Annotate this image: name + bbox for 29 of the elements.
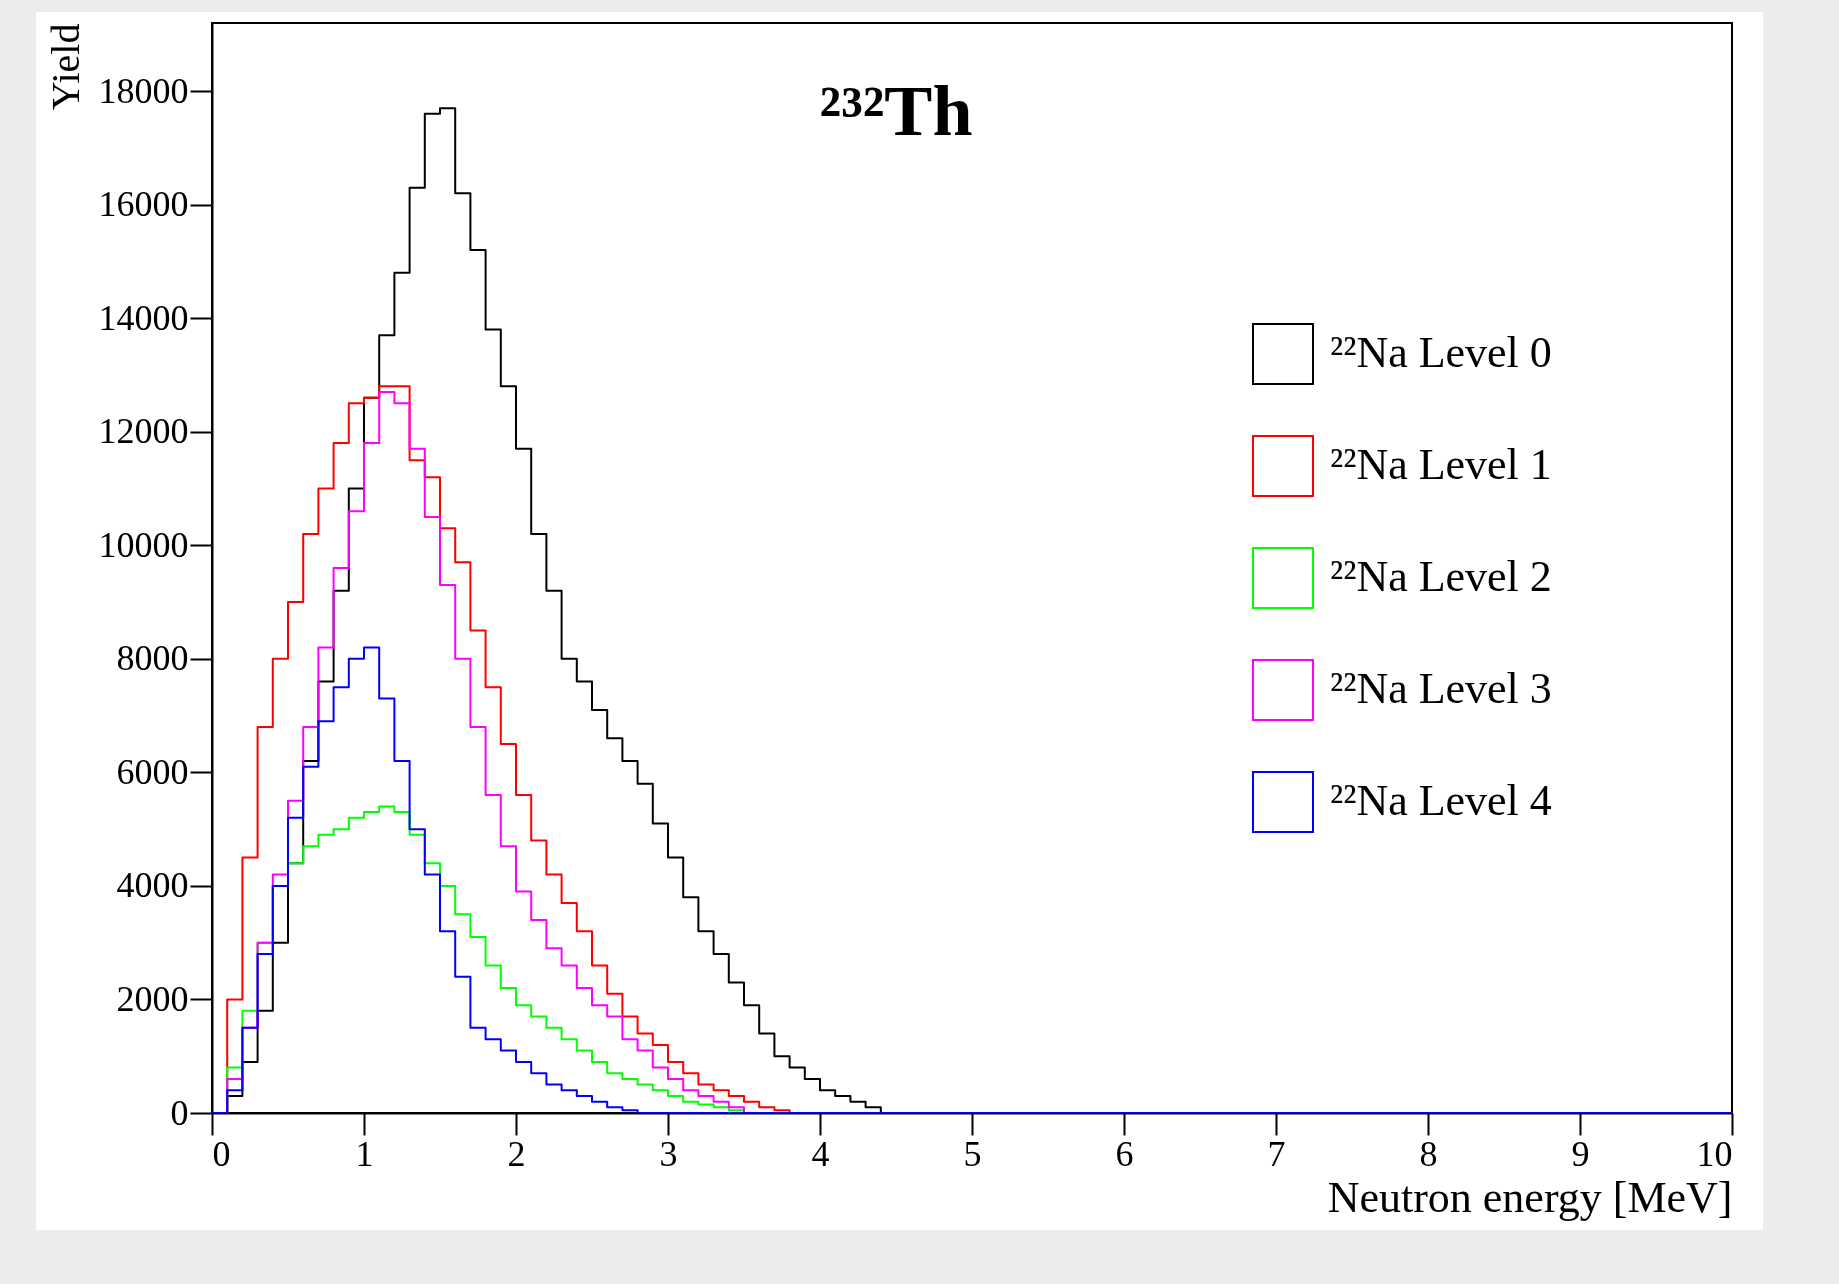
- x-tick-label: 7: [1267, 1133, 1286, 1174]
- x-tick-label: 10: [1696, 1133, 1733, 1174]
- x-tick-label: 5: [963, 1133, 982, 1174]
- x-tick-label: 3: [659, 1133, 678, 1174]
- x-tick-label: 0: [212, 1133, 231, 1174]
- legend-label: ²²Na Level 4: [1330, 776, 1552, 825]
- y-tick-label: 8000: [116, 638, 189, 679]
- legend-label: ²²Na Level 0: [1330, 328, 1552, 377]
- legend-label: ²²Na Level 1: [1330, 440, 1552, 489]
- y-tick-label: 4000: [116, 865, 189, 906]
- x-tick-label: 9: [1571, 1133, 1590, 1174]
- y-tick-label: 2000: [116, 978, 189, 1019]
- y-tick-label: 10000: [98, 524, 189, 565]
- x-tick-label: 6: [1115, 1133, 1134, 1174]
- x-tick-label: 1: [355, 1133, 374, 1174]
- y-tick-label: 0: [170, 1092, 189, 1133]
- y-tick-label: 12000: [98, 411, 189, 452]
- y-axis-title: Yield: [42, 23, 88, 111]
- y-tick-label: 6000: [116, 751, 189, 792]
- x-tick-label: 8: [1419, 1133, 1438, 1174]
- y-tick-label: 16000: [98, 184, 189, 225]
- y-tick-label: 14000: [98, 297, 189, 338]
- x-tick-label: 4: [811, 1133, 830, 1174]
- x-tick-label: 2: [507, 1133, 526, 1174]
- y-tick-label: 18000: [98, 70, 189, 111]
- legend-label: ²²Na Level 3: [1330, 664, 1552, 713]
- x-axis-title: Neutron energy [MeV]: [1327, 1172, 1733, 1222]
- text: ²³²Th: [819, 71, 973, 151]
- legend-label: ²²Na Level 2: [1330, 552, 1552, 601]
